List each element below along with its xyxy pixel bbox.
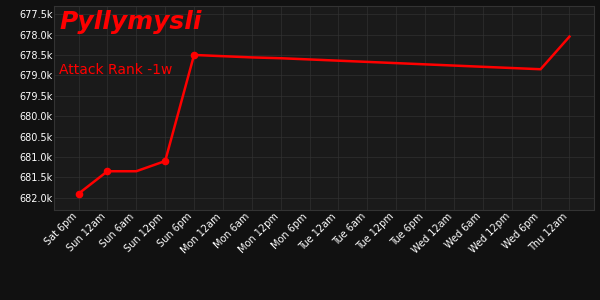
Point [160, 159, 170, 164]
Text: Pyllymysli: Pyllymysli [59, 10, 202, 34]
Text: Attack Rank -1w: Attack Rank -1w [59, 63, 173, 77]
Point [103, 169, 112, 174]
Point [74, 191, 83, 196]
Point [189, 52, 199, 57]
